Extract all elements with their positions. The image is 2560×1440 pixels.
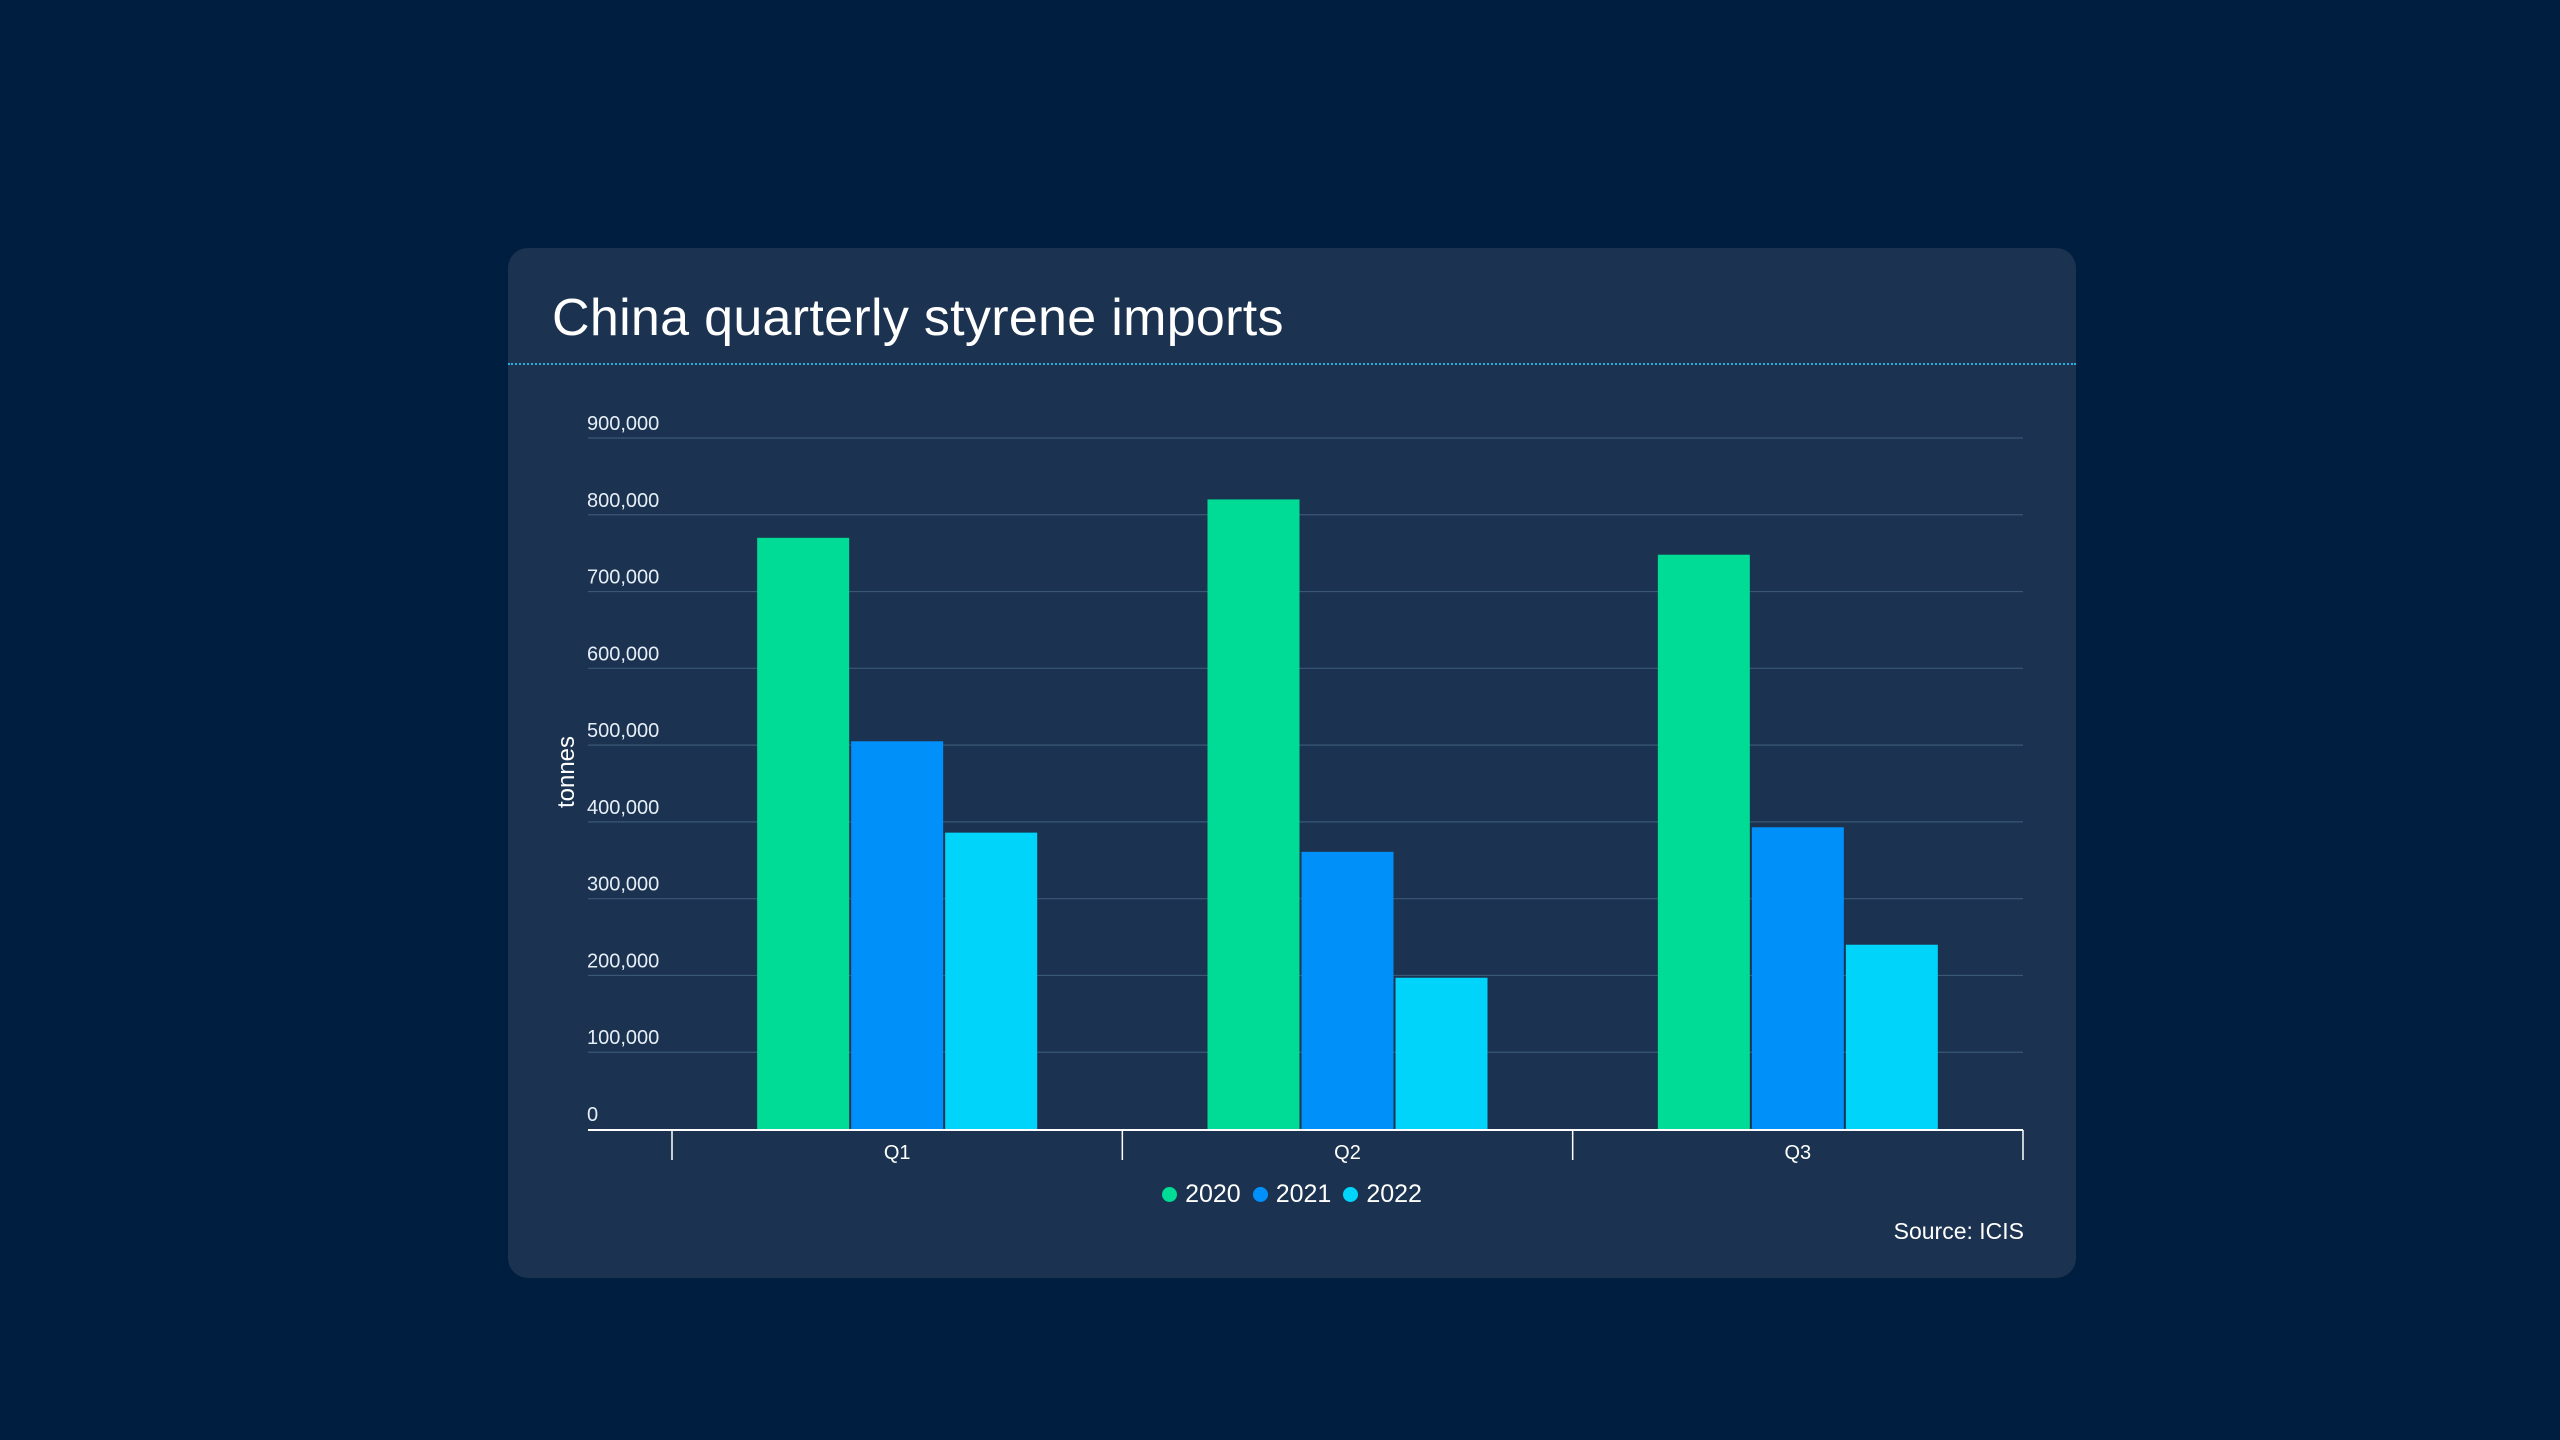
- bar-2020-Q3: [1657, 554, 1750, 1129]
- y-tick-label: 700,000: [587, 567, 659, 589]
- x-tick-label: Q1: [884, 1142, 911, 1164]
- bar-2021-Q1: [851, 741, 944, 1129]
- legend-swatch: [1252, 1187, 1268, 1202]
- x-axis: [588, 1129, 2024, 1160]
- y-tick-labels: 0 100,000 200,000 300,000 400,000 500,000 600,…: [587, 413, 659, 1126]
- legend-label: 2022: [1366, 1180, 1422, 1208]
- y-tick-label: 300,000: [587, 874, 659, 896]
- y-tick-label: 900,000: [587, 413, 659, 435]
- y-tick-label: 200,000: [587, 950, 659, 972]
- y-tick-label: 100,000: [587, 1027, 659, 1049]
- chart-title: China quarterly styrene imports: [552, 289, 1284, 347]
- chart-card: China quarterly styrene imports 0 100,000…: [508, 248, 2076, 1278]
- bar-2021-Q3: [1751, 827, 1844, 1129]
- legend-item-2022: 2022: [1343, 1180, 1422, 1209]
- bar-2022-Q2: [1395, 977, 1488, 1129]
- x-tick-label: Q2: [1334, 1142, 1361, 1164]
- legend-swatch: [1162, 1187, 1178, 1202]
- x-tick-labels: Q1 Q2 Q3: [884, 1142, 1811, 1164]
- y-tick-label: 0: [587, 1104, 598, 1126]
- legend-item-2020: 2020: [1162, 1180, 1241, 1209]
- legend-label: 2021: [1275, 1180, 1332, 1208]
- title-divider: [508, 363, 2076, 365]
- bar-2022-Q3: [1845, 944, 1938, 1129]
- y-tick-label: 500,000: [587, 720, 659, 742]
- legend-label: 2020: [1185, 1180, 1241, 1208]
- legend: 2020 2021 2022: [508, 1180, 2076, 1209]
- x-tick-label: Q3: [1784, 1142, 1811, 1164]
- legend-swatch: [1343, 1187, 1359, 1202]
- bar-2021-Q2: [1301, 851, 1394, 1129]
- bar-chart: 0 100,000 200,000 300,000 400,000 500,000 600,…: [553, 413, 2024, 1164]
- bar-2020-Q1: [757, 537, 850, 1129]
- y-tick-label: 800,000: [587, 490, 659, 512]
- y-tick-label: 600,000: [587, 643, 659, 665]
- bar-2020-Q2: [1207, 499, 1300, 1129]
- legend-item-2021: 2021: [1252, 1180, 1332, 1209]
- y-axis-label: tonnes: [553, 736, 580, 808]
- bar-2022-Q1: [945, 832, 1038, 1129]
- y-tick-label: 400,000: [587, 797, 659, 819]
- bars: [757, 499, 1938, 1129]
- source-note: Source: ICIS: [1893, 1218, 2024, 1244]
